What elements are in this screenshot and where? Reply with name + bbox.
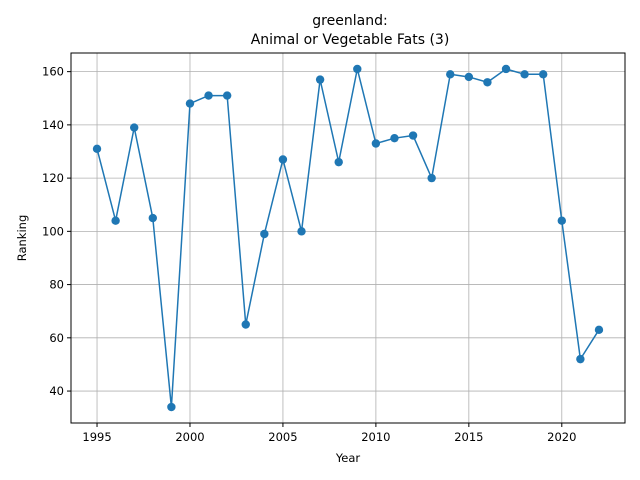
y-tick-label: 160: [42, 65, 64, 79]
plot-frame: [70, 52, 626, 424]
data-point: [204, 91, 213, 100]
y-tick-label: 100: [42, 224, 64, 238]
data-point: [334, 157, 343, 167]
data-point: [222, 91, 232, 100]
y-tick-label: 60: [49, 331, 64, 345]
y-tick-label: 40: [49, 384, 64, 398]
x-tick-label: 2010: [361, 430, 390, 444]
x-axis-label: Year: [335, 451, 361, 465]
data-point: [371, 139, 381, 148]
y-axis-label: Ranking: [15, 215, 29, 262]
data-point: [464, 72, 474, 82]
x-tick-label: 2000: [175, 430, 204, 444]
data-point: [501, 64, 511, 74]
x-tick-label: 2005: [268, 430, 297, 444]
data-point: [278, 155, 288, 164]
data-point: [130, 123, 139, 132]
data-point: [390, 133, 399, 143]
chart-title-line1: greenland:: [312, 13, 387, 29]
data-point: [353, 64, 362, 74]
data-point: [185, 99, 195, 108]
y-tick-label: 120: [42, 171, 64, 185]
data-point: [483, 78, 492, 87]
data-point: [576, 354, 585, 364]
chart-title-line2: Animal or Vegetable Fats (3): [251, 32, 450, 48]
x-axis-ticks: 1995 2000 2005 2010 2015 2020: [82, 423, 576, 444]
data-point: [111, 216, 120, 225]
data-point: [260, 229, 269, 239]
data-point: [241, 320, 250, 329]
data-point: [148, 213, 157, 223]
y-tick-label: 140: [42, 118, 64, 132]
data-point: [539, 70, 548, 79]
series-line: [96, 68, 600, 408]
x-tick-label: 2020: [547, 430, 576, 444]
x-tick-label: 2015: [454, 430, 483, 444]
data-point: [520, 70, 529, 79]
data-point: [594, 325, 604, 335]
data-point: [427, 173, 436, 183]
data-point: [167, 402, 176, 412]
y-axis-ticks: 40 60 80 100 120 140 160: [42, 65, 71, 398]
data-point: [446, 70, 455, 79]
data-point: [92, 144, 102, 154]
series-layer: [92, 64, 604, 412]
data-point: [557, 216, 566, 225]
grid: [71, 53, 625, 423]
x-tick-label: 1995: [82, 430, 111, 444]
y-tick-label: 80: [49, 278, 64, 292]
data-point: [315, 75, 325, 84]
data-point: [297, 227, 306, 236]
data-point: [408, 131, 418, 140]
